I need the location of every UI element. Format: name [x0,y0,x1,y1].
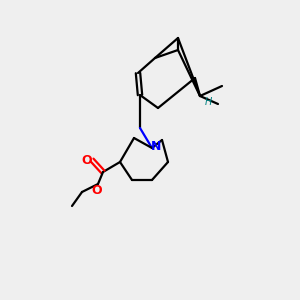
Text: O: O [92,184,102,197]
Text: H: H [204,97,212,107]
Text: O: O [82,154,92,167]
Text: N: N [151,140,161,154]
